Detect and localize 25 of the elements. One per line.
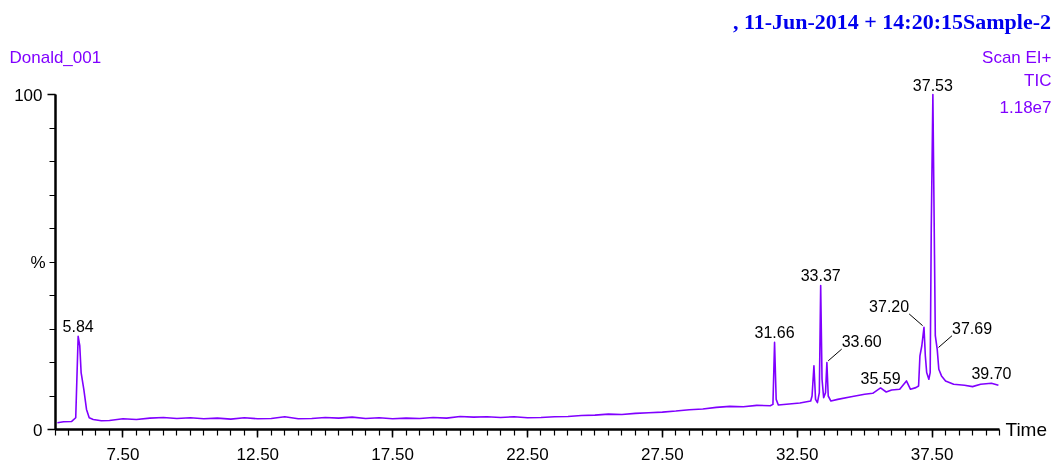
y-axis-title: % (30, 252, 46, 272)
annotation: 5.84 (62, 318, 94, 336)
annotation: 37.53 (912, 76, 953, 94)
text: TIC (1024, 70, 1052, 90)
x-tick-label: 17.50 (371, 444, 414, 464)
y-tick-label: 0 (33, 420, 43, 440)
annotation: 37.69 (952, 319, 993, 337)
x-tick-label: 12.50 (236, 444, 280, 464)
annotation: 31.66 (754, 324, 795, 342)
annotation: 1.18e7 (999, 97, 1052, 117)
annotation: 33.37 (800, 267, 841, 285)
annotation: 37.20 (869, 297, 910, 315)
text: Scan EI+ (982, 47, 1052, 67)
chart-subtitle: Donald_001 (9, 47, 102, 67)
annotation: 33.60 (841, 333, 882, 351)
chart-title: , 11-Jun-2014 + 14:20:15Sample-2 (732, 8, 1052, 34)
x-tick-label: 7.50 (106, 444, 140, 464)
annotation: 35.59 (860, 369, 901, 387)
x-tick-label: 32.50 (775, 444, 819, 464)
x-axis-title: Time (1005, 419, 1048, 440)
x-tick-label: 22.50 (506, 444, 549, 464)
annotation: 39.70 (971, 365, 1012, 383)
x-tick-label: 37.50 (910, 444, 954, 464)
y-tick-label: 100 (14, 85, 43, 105)
x-tick-label: 27.50 (641, 444, 684, 464)
